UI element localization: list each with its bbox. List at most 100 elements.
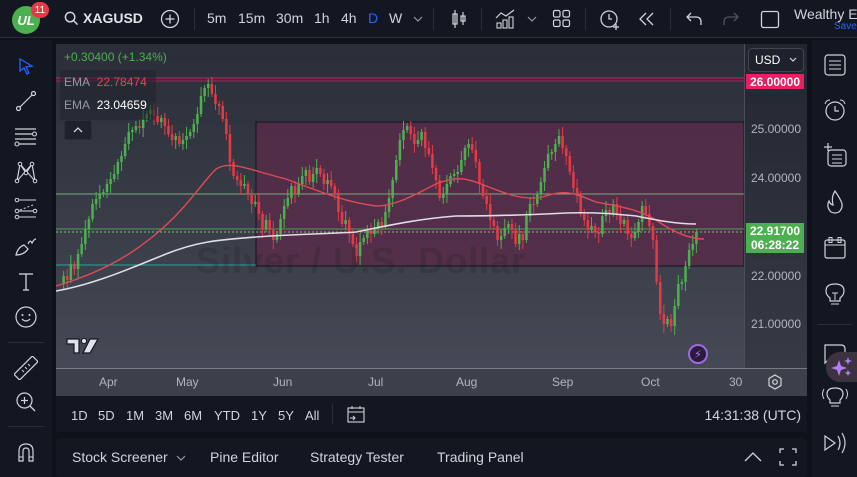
indicators-icon[interactable] [494,8,516,30]
ruler-tool[interactable] [12,354,40,382]
chevron-up-icon [73,127,83,133]
range-all[interactable]: All [305,408,320,423]
signals-button[interactable] [820,428,850,458]
zoom-tool[interactable] [12,388,40,416]
tradingview-logo[interactable] [66,336,100,362]
emoji-tool[interactable] [12,303,40,331]
brush-icon [15,238,37,256]
chevron-down-icon[interactable] [527,15,537,23]
symbol-name: XAGUSD [83,10,143,26]
prediction-tool[interactable] [12,195,40,223]
divider [818,324,852,325]
lightning-icon: ⚡ [694,348,702,361]
search-icon [64,11,79,25]
ema-fast-label: EMA [64,75,90,89]
collapse-legend-button[interactable] [64,120,92,140]
redo-icon[interactable] [722,11,740,27]
tab-stock-screener[interactable]: Stock Screener [72,449,168,465]
tab-pine-editor[interactable]: Pine Editor [210,449,279,465]
assistant-button[interactable] [826,352,857,382]
fullscreen-icon[interactable] [760,10,780,29]
interval-15m[interactable]: 15m [238,10,266,26]
layouts-icon[interactable] [552,9,571,28]
range-6m[interactable]: 6M [184,408,203,423]
symbol-watermark: Silver / U.S. Dollar [196,240,527,281]
assistant-sparkle-icon [831,357,852,376]
interval-30m[interactable]: 30m [276,10,304,26]
cursor-tool[interactable] [12,52,40,80]
alert-icon[interactable] [598,7,622,31]
ideas-button[interactable] [820,280,850,310]
current-price-label: 22.91700 06:28:22 [746,223,804,253]
hotlist-icon [827,189,843,214]
prediction-icon [14,198,38,220]
chevron-down-icon[interactable] [413,15,423,23]
pattern-tool[interactable] [12,159,40,187]
range-1y[interactable]: 1Y [251,408,267,423]
save-button[interactable]: Save [834,21,857,32]
chevron-up-icon[interactable] [744,451,762,463]
interval-w[interactable]: W [389,10,403,26]
layout-name[interactable]: Wealthy E [794,6,857,22]
maximize-panel-icon[interactable] [779,447,797,467]
add-list-button[interactable] [820,140,850,170]
current-price: 22.91700 [749,224,801,238]
goto-date-icon[interactable] [346,404,366,424]
utc-clock[interactable]: 14:31:38 (UTC) [704,407,801,423]
time-tick: Apr [99,375,118,389]
calendar-button[interactable] [820,233,850,263]
ema-fast-legend[interactable]: EMA 22.78474 [64,75,147,89]
drawing-toolbar [0,40,52,477]
price-tick: 22.00000 [750,269,801,283]
range-1m[interactable]: 1M [126,408,145,423]
streams-button[interactable] [820,382,850,412]
time-axis[interactable]: Apr May Jun Jul Aug Sep Oct 30 [56,368,807,396]
lightning-button[interactable]: ⚡ [688,344,708,364]
add-list-icon [824,143,847,167]
time-tick: Aug [456,375,478,389]
range-5d[interactable]: 5D [98,408,115,423]
text-icon [19,273,33,291]
divider [585,8,586,30]
chart-canvas[interactable]: Silver / U.S. Dollar +0.30400 (+1.34%) E… [56,44,744,368]
tradingview-logo-icon [66,337,100,354]
interval-4h[interactable]: 4h [341,10,357,26]
chevron-down-icon[interactable] [176,455,186,462]
price-tick: 25.00000 [750,122,801,136]
replay-icon[interactable] [638,11,656,27]
chart-settings-icon[interactable] [767,374,783,390]
top-toolbar: UL 11 XAGUSD 5m 15m 30m 1h 4h D W Wealth… [0,0,857,38]
alerts-button[interactable] [820,95,850,125]
add-compare-icon[interactable] [160,9,180,29]
tab-strategy-tester[interactable]: Strategy Tester [310,449,404,465]
undo-icon[interactable] [685,11,703,27]
currency-select[interactable]: USD [748,48,804,72]
trendline-tool[interactable] [12,87,40,115]
range-5y[interactable]: 5Y [278,408,294,423]
tab-trading-panel[interactable]: Trading Panel [437,449,524,465]
date-range-bar: 1D 5D 1M 3M 6M YTD 1Y 5Y All 14:31:38 (U… [56,396,807,432]
magnet-tool[interactable] [12,438,40,466]
range-3m[interactable]: 3M [155,408,174,423]
brush-tool[interactable] [12,233,40,261]
interval-d[interactable]: D [368,10,379,26]
interval-5m[interactable]: 5m [207,10,227,26]
watchlist-icon [824,54,846,76]
range-1d[interactable]: 1D [71,408,88,423]
interval-1h[interactable]: 1h [314,10,330,26]
time-tick: Jul [368,375,384,389]
watchlist-button[interactable] [820,50,850,80]
divider [433,8,434,30]
price-tick: 21.00000 [750,317,801,331]
symbol-search[interactable]: XAGUSD [64,10,143,26]
ema-slow-legend[interactable]: EMA 23.04659 [64,98,147,112]
price-axis[interactable]: USD 26.00000 25.00000 24.00000 22.91700 … [744,44,807,368]
text-tool[interactable] [12,268,40,296]
notification-badge: 11 [31,2,49,18]
candles-icon[interactable] [450,9,468,29]
fib-tool[interactable] [12,123,40,151]
hotlist-button[interactable] [820,187,850,217]
range-ytd[interactable]: YTD [214,408,240,423]
cursor-icon [19,57,34,75]
bottom-panel: Stock Screener Pine Editor Strategy Test… [56,438,807,477]
